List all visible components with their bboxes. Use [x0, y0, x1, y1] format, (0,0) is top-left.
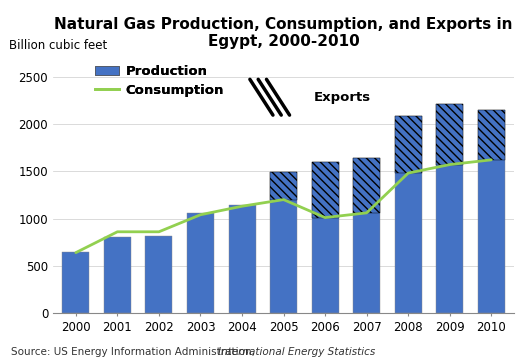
- Legend: Production, Consumption: Production, Consumption: [90, 60, 229, 102]
- Bar: [187, 213, 214, 313]
- Bar: [228, 205, 255, 313]
- Bar: [353, 158, 380, 213]
- Bar: [312, 162, 339, 217]
- Bar: [353, 158, 380, 313]
- Bar: [104, 238, 131, 313]
- Text: Source: US Energy Information Administration,: Source: US Energy Information Administra…: [11, 347, 258, 357]
- Bar: [270, 172, 297, 199]
- Text: Exports: Exports: [314, 91, 370, 104]
- Bar: [63, 252, 90, 313]
- Text: International Energy Statistics: International Energy Statistics: [218, 347, 376, 357]
- Bar: [145, 235, 172, 313]
- Bar: [436, 104, 463, 313]
- Title: Natural Gas Production, Consumption, and Exports in
Egypt, 2000-2010: Natural Gas Production, Consumption, and…: [54, 17, 513, 49]
- Bar: [478, 110, 505, 313]
- Bar: [436, 104, 463, 165]
- Bar: [395, 116, 422, 173]
- Bar: [478, 110, 505, 160]
- Bar: [395, 116, 422, 313]
- Bar: [270, 172, 297, 313]
- Text: Billion cubic feet: Billion cubic feet: [9, 40, 108, 53]
- Bar: [312, 162, 339, 313]
